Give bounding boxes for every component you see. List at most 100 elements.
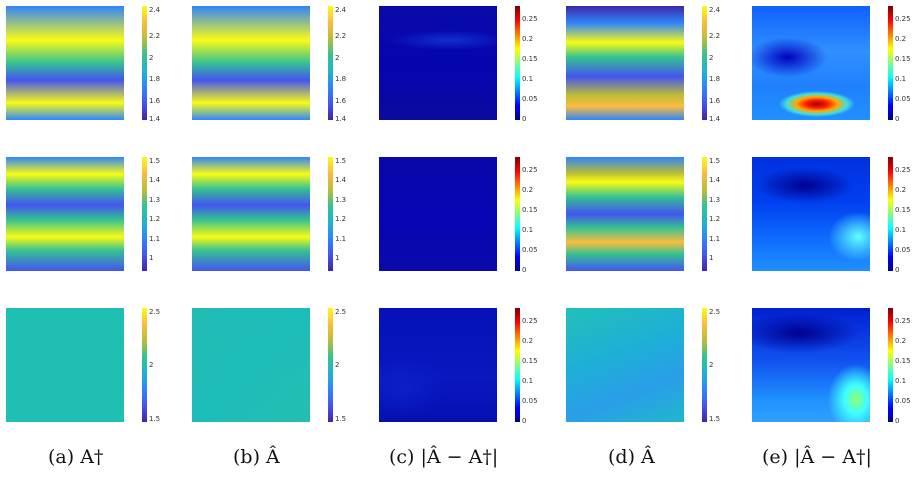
tick-label: 2	[149, 361, 154, 369]
tick-label: 1.1	[149, 235, 161, 243]
colorbar	[515, 157, 520, 271]
tick-label: 1.2	[335, 215, 347, 223]
error-image	[752, 6, 870, 120]
panel-row3-c: 0.25 0.2 0.15 0.1 0.05 0	[379, 308, 538, 425]
colorbar	[888, 157, 893, 271]
tick-label: 1.2	[709, 215, 721, 223]
field-image	[192, 157, 310, 271]
error-image	[752, 308, 870, 422]
tick-label: 1.4	[149, 176, 161, 184]
colorbar	[702, 308, 707, 422]
colorbar	[142, 157, 147, 271]
tick-label: 1.3	[149, 196, 161, 204]
tick-label: 1.1	[335, 235, 347, 243]
colorbar	[328, 6, 333, 120]
tick-label: 0.2	[522, 35, 534, 43]
tick-label: 0.05	[522, 397, 538, 405]
tick-label: 0	[895, 115, 900, 123]
field-image	[566, 308, 684, 422]
tick-label: 1.5	[709, 415, 721, 423]
field-image	[6, 308, 124, 422]
tick-label: 1.8	[709, 75, 721, 83]
tick-label: 1.5	[335, 157, 347, 165]
tick-label: 0.2	[895, 35, 907, 43]
tick-label: 1.6	[709, 97, 721, 105]
tick-label: 1	[149, 254, 154, 262]
tick-label: 0.15	[522, 206, 538, 214]
tick-label: 2	[149, 54, 154, 62]
tick-label: 2.5	[709, 308, 721, 316]
tick-label: 2.2	[149, 32, 161, 40]
panel-row2-c: 0.25 0.2 0.15 0.1 0.05 0	[379, 157, 538, 274]
tick-label: 0.15	[895, 357, 911, 365]
panel-row2-e: 0.25 0.2 0.15 0.1 0.05 0	[752, 157, 911, 274]
tick-label: 2	[709, 54, 714, 62]
tick-label: 0	[895, 266, 900, 274]
tick-label: 0.05	[895, 246, 911, 254]
panel-row1-e: 0.25 0.2 0.15 0.1 0.05 0	[752, 6, 911, 123]
tick-label: 0	[522, 417, 527, 425]
field-image	[192, 6, 310, 120]
caption-e: (e) |Â − A†|	[762, 446, 872, 468]
field-image	[566, 6, 684, 120]
tick-label: 0.2	[522, 337, 534, 345]
tick-label: 0.15	[522, 55, 538, 63]
panel-row2-b: 1.5 1.4 1.3 1.2 1.1 1	[192, 157, 346, 271]
tick-label: 2.4	[335, 6, 347, 14]
panel-row1-d: 2.4 2.2 2 1.8 1.6 1.4	[566, 6, 720, 123]
tick-label: 2.4	[709, 6, 721, 14]
tick-label: 2.5	[335, 308, 347, 316]
field-image	[192, 308, 310, 422]
tick-label: 0.25	[895, 317, 911, 325]
tick-label: 0.1	[522, 226, 534, 234]
tick-label: 0.15	[522, 357, 538, 365]
tick-label: 0.1	[522, 75, 534, 83]
panel-row1-c: 0.25 0.2 0.15 0.1 0.05 0	[379, 6, 538, 123]
tick-label: 2.4	[149, 6, 161, 14]
panel-row3-b: 2.5 2 1.5	[192, 308, 346, 423]
tick-label: 0.2	[522, 186, 534, 194]
tick-label: 1.8	[149, 75, 161, 83]
tick-label: 0.15	[895, 206, 911, 214]
tick-label: 1.2	[149, 215, 161, 223]
error-image	[379, 308, 497, 422]
tick-label: 0.25	[522, 15, 538, 23]
colorbar	[702, 6, 707, 120]
tick-label: 0.2	[895, 337, 907, 345]
panel-row3-d: 2.5 2 1.5	[566, 308, 720, 423]
tick-label: 2	[709, 361, 714, 369]
tick-label: 1.5	[149, 415, 161, 423]
colorbar	[702, 157, 707, 271]
panel-row2-d: 1.5 1.4 1.3 1.2 1.1 1	[566, 157, 720, 271]
tick-label: 0	[522, 115, 527, 123]
tick-label: 2.2	[709, 32, 721, 40]
field-image	[566, 157, 684, 271]
tick-label: 0	[895, 417, 900, 425]
tick-label: 1.4	[335, 176, 347, 184]
panel-row2-a: 1.5 1.4 1.3 1.2 1.1 1	[6, 157, 160, 271]
colorbar	[328, 157, 333, 271]
tick-label: 0.25	[895, 166, 911, 174]
panel-row3-e: 0.25 0.2 0.15 0.1 0.05 0	[752, 308, 911, 425]
caption-a: (a) A†	[48, 446, 104, 468]
tick-label: 2	[335, 54, 340, 62]
panel-row1-a: 2.4 2.2 2 1.8 1.6 1.4	[6, 6, 160, 123]
tick-label: 1.4	[335, 115, 347, 123]
tick-label: 0.25	[522, 317, 538, 325]
tick-label: 1	[335, 254, 340, 262]
tick-label: 0.2	[895, 186, 907, 194]
colorbar	[142, 308, 147, 422]
panel-row1-b: 2.4 2.2 2 1.8 1.6 1.4	[192, 6, 346, 123]
tick-label: 1.3	[335, 196, 347, 204]
panel-row3-a: 2.5 2 1.5	[6, 308, 160, 423]
tick-label: 1	[709, 254, 714, 262]
tick-label: 1.8	[335, 75, 347, 83]
error-image	[379, 157, 497, 271]
error-image	[752, 157, 870, 271]
colorbar	[328, 308, 333, 422]
colorbar	[142, 6, 147, 120]
tick-label: 0	[522, 266, 527, 274]
field-image	[6, 157, 124, 271]
tick-label: 1.5	[149, 157, 161, 165]
tick-label: 0.15	[895, 55, 911, 63]
